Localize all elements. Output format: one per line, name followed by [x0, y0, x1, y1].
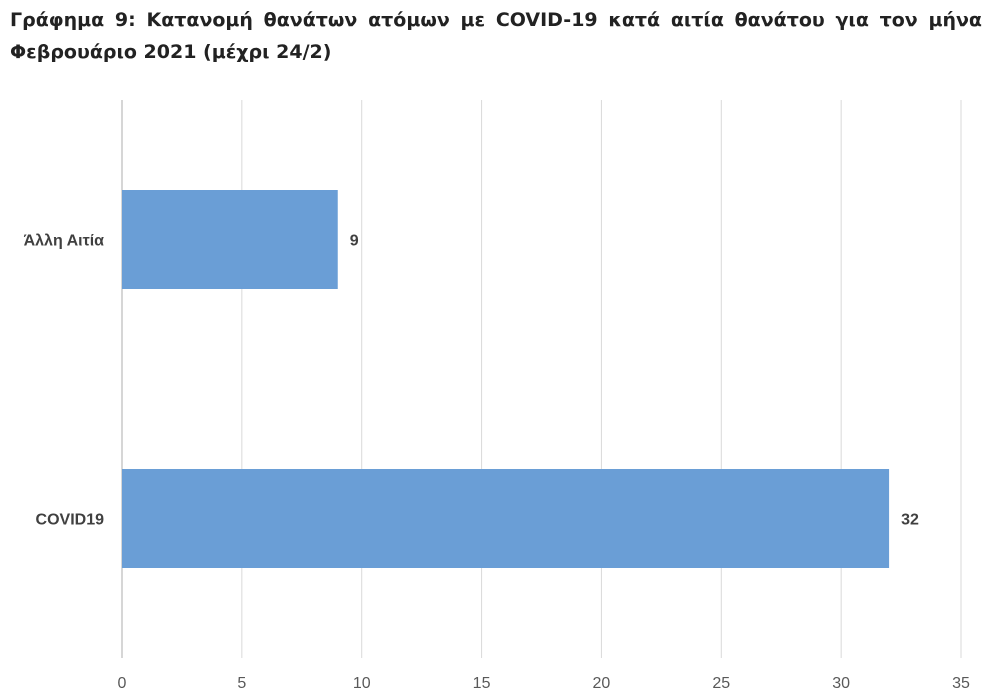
- chart-title: Γράφημα 9: Κατανομή θανάτων ατόμων με CO…: [10, 9, 982, 63]
- bars: [122, 190, 890, 568]
- x-tick-label: 30: [832, 675, 850, 692]
- x-tick-label: 5: [237, 675, 246, 692]
- x-tick-label: 20: [593, 675, 611, 692]
- x-tick-label: 0: [118, 675, 127, 692]
- data-label: 9: [350, 233, 359, 250]
- x-tick-label: 10: [353, 675, 371, 692]
- x-tick-label: 35: [952, 675, 970, 692]
- category-label: Άλλη Αιτία: [24, 233, 105, 250]
- gridlines: [121, 100, 962, 658]
- bar: [122, 190, 338, 289]
- category-label: COVID19: [36, 512, 105, 529]
- x-tick-label: 25: [712, 675, 730, 692]
- data-labels: 9 32: [350, 233, 919, 529]
- data-label: 32: [901, 512, 919, 529]
- bar: [122, 469, 890, 568]
- tick-labels: 0 5 10 15 20 25 30 35: [118, 675, 970, 692]
- category-labels: Άλλη Αιτία COVID19: [24, 233, 105, 529]
- x-tick-label: 15: [473, 675, 491, 692]
